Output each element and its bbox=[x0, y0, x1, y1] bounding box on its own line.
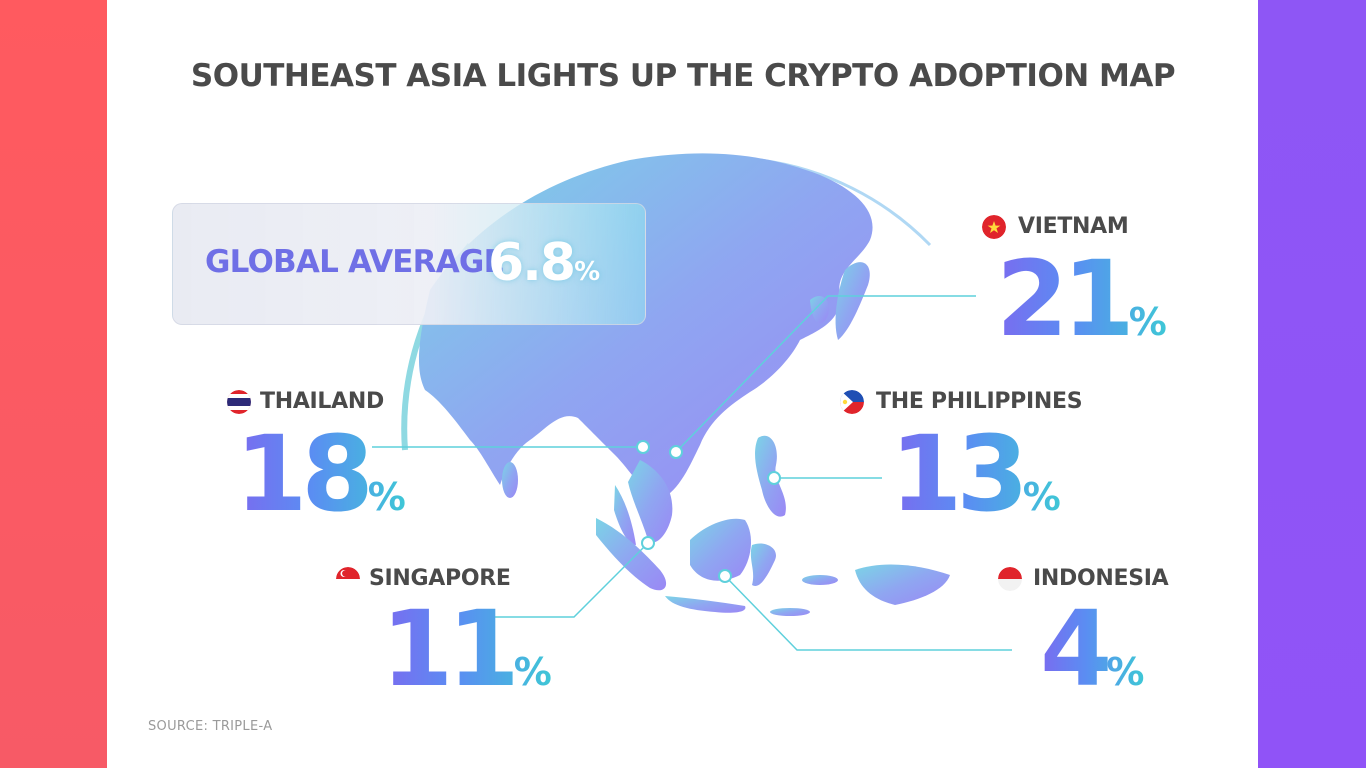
connector-dots bbox=[636, 440, 781, 583]
philippines-dot bbox=[767, 471, 781, 485]
global-average-box bbox=[172, 203, 646, 325]
thailand-label: THAILAND bbox=[260, 389, 384, 414]
left-gradient-bar bbox=[0, 0, 107, 768]
singapore-label: SINGAPORE bbox=[369, 566, 511, 591]
philippines-flag-icon bbox=[840, 390, 864, 414]
indonesia-flag-icon bbox=[998, 567, 1022, 591]
vietnam-dot bbox=[669, 445, 683, 459]
vietnam-value: 21% bbox=[996, 238, 1167, 360]
source-note: SOURCE: TRIPLE-A bbox=[148, 719, 273, 734]
global-average-value: 6.8% bbox=[488, 233, 600, 293]
singapore-dot bbox=[641, 536, 655, 550]
indonesia-dot bbox=[718, 569, 732, 583]
singapore-flag-icon bbox=[336, 567, 360, 591]
thailand-dot bbox=[636, 440, 650, 454]
vietnam-label: VIETNAM bbox=[1018, 214, 1129, 239]
philippines-label: THE PHILIPPINES bbox=[876, 389, 1083, 414]
thailand-value: 18% bbox=[235, 413, 406, 535]
chart-title: SOUTHEAST ASIA LIGHTS UP THE CRYPTO ADOP… bbox=[190, 58, 1176, 94]
vietnam-flag-icon bbox=[982, 215, 1006, 239]
singapore-connector bbox=[488, 542, 649, 618]
indonesia-connector bbox=[724, 575, 1012, 651]
indonesia-value: 4% bbox=[1040, 588, 1145, 710]
indonesia-label: INDONESIA bbox=[1033, 566, 1169, 591]
singapore-value: 11% bbox=[381, 588, 552, 710]
right-gradient-bar bbox=[1258, 0, 1366, 768]
thailand-flag-icon bbox=[227, 390, 251, 414]
vietnam-connector bbox=[675, 295, 976, 453]
global-average-label: GLOBAL AVERAGE bbox=[205, 244, 505, 280]
philippines-value: 13% bbox=[890, 413, 1061, 535]
connector-lines bbox=[372, 295, 1012, 651]
